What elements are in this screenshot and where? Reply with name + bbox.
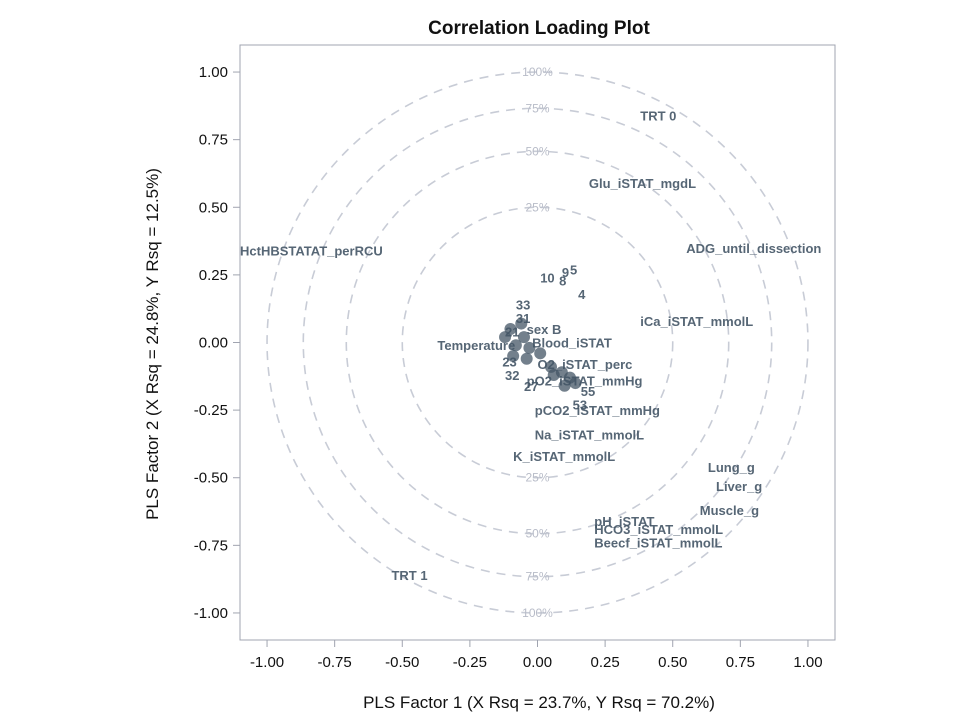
circle-percent-label: 50% (525, 144, 549, 158)
circle-percent-label: 100% (522, 606, 553, 620)
circle-percent-label: 25% (525, 471, 549, 485)
circle-percent-label: 75% (525, 101, 549, 115)
y-tick-label: 1.00 (199, 64, 228, 81)
point-label: 21 (505, 325, 519, 340)
point-label: pCO2_iSTAT_mmHg (535, 403, 660, 418)
y-axis-label: PLS Factor 2 (X Rsq = 24.8%, Y Rsq = 12.… (143, 168, 162, 520)
y-tick-label: -0.25 (194, 402, 228, 419)
x-tick-label: -1.00 (250, 654, 284, 671)
point-label: 27 (524, 379, 538, 394)
circle-label-group: 100% 75% 50% 25% 25% 50% 75% 100% (522, 65, 553, 620)
cluster-mark (534, 347, 547, 360)
point-label: 53 (573, 398, 587, 413)
point-label: ADG_until_dissection (686, 241, 821, 256)
cluster-mark (523, 341, 536, 354)
circle-percent-label: 50% (525, 527, 549, 541)
reference-circle-75pct (302, 107, 773, 578)
cluster-mark (517, 331, 530, 344)
y-tick-label: -1.00 (194, 605, 228, 622)
point-label: Na_iSTAT_mmolL (535, 427, 644, 442)
point-label: TRT 1 (391, 568, 427, 583)
reference-circle-100pct (266, 71, 809, 614)
point-label: 33 (516, 298, 530, 313)
point-label: pO2_iSTAT_mmHg (527, 373, 643, 388)
y-tick-label: 0.00 (199, 335, 228, 352)
point-label: 8 (559, 273, 566, 288)
point-label: Glu_iSTAT_mgdL (589, 176, 696, 191)
point-label: 23 (502, 354, 516, 369)
reference-circle-25pct (401, 206, 674, 479)
point-label: Lung_g (708, 460, 755, 475)
x-tick-label: 0.50 (658, 654, 687, 671)
circle-percent-label: 25% (525, 200, 549, 214)
cluster-mark (507, 350, 520, 363)
point-label: 32 (505, 368, 519, 383)
circle-group (266, 71, 809, 614)
circle-percent-label: 100% (522, 65, 553, 79)
cluster-mark (509, 339, 522, 352)
y-axis: 1.00 0.75 0.50 0.25 0.00 -0.25 -0.50 -0.75 -1.00 (194, 64, 240, 622)
y-tick-label: 0.50 (199, 199, 228, 216)
point-label: iCa_iSTAT_mmolL (640, 314, 753, 329)
y-tick-label: -0.75 (194, 537, 228, 554)
point-label: 9 (562, 265, 569, 280)
point-label: 31 (516, 311, 530, 326)
x-axis: -1.00 -0.75 -0.50 -0.25 0.00 0.25 0.50 0.75 1.00 (250, 640, 823, 671)
point-label-group: TRT 0 Glu_iSTAT_mgdL ADG_until_dissection H… (240, 108, 821, 583)
y-tick-label: 0.75 (199, 132, 228, 149)
point-label: Liver_g (716, 479, 762, 494)
point-label: O2_iSTAT_perc (538, 357, 633, 372)
point-label: TRT 0 (640, 108, 676, 123)
point-label: Muscle_g (700, 503, 759, 518)
x-tick-label: -0.75 (318, 654, 352, 671)
cluster-mark (515, 317, 528, 330)
y-tick-label: -0.50 (194, 470, 228, 487)
x-axis-label: PLS Factor 1 (X Rsq = 23.7%, Y Rsq = 70.… (363, 693, 715, 712)
unlabeled-mark-group (499, 317, 582, 392)
point-label: Temperature (437, 338, 515, 353)
circle-percent-label: 75% (525, 570, 549, 584)
x-tick-label: 0.25 (591, 654, 620, 671)
y-tick-label: 0.25 (199, 267, 228, 284)
cluster-mark (504, 322, 517, 335)
cluster-mark (569, 377, 582, 390)
point-label: HCO3_iSTAT_mmolL (594, 522, 723, 537)
point-label: Blood_iSTAT (532, 336, 612, 351)
point-label: Beecf_iSTAT_mmolL (594, 536, 722, 551)
point-label: 55 (581, 384, 595, 399)
x-tick-label: 1.00 (793, 654, 822, 671)
point-label: K_iSTAT_mmolL (513, 449, 615, 464)
x-tick-label: -0.25 (453, 654, 487, 671)
chart-title: Correlation Loading Plot (428, 18, 650, 39)
point-label: 10 (540, 271, 554, 286)
x-tick-label: 0.00 (523, 654, 552, 671)
x-tick-label: -0.50 (385, 654, 419, 671)
point-label: 5 (570, 262, 577, 277)
cluster-mark (547, 368, 560, 381)
reference-circle-50pct (345, 150, 730, 535)
x-tick-label: 0.75 (726, 654, 755, 671)
point-label: pH_iSTAT (594, 514, 654, 529)
point-label: 4 (578, 287, 586, 302)
cluster-mark (520, 352, 533, 365)
point-label: HctHBSTATAT_perRCU (240, 244, 383, 259)
point-label: sex B (527, 322, 562, 337)
cluster-mark (558, 379, 571, 392)
